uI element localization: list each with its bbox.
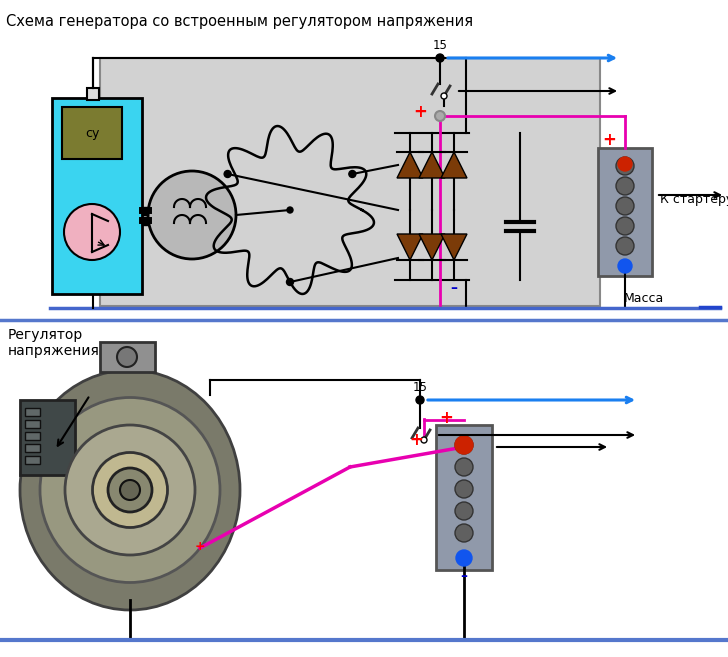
Text: Регулятор
напряжения: Регулятор напряжения: [8, 328, 100, 358]
Circle shape: [224, 171, 232, 177]
Polygon shape: [419, 152, 445, 178]
Circle shape: [616, 237, 634, 255]
Bar: [100, 342, 155, 372]
Bar: [25, 432, 40, 440]
Circle shape: [349, 171, 356, 177]
Bar: [25, 420, 40, 428]
Circle shape: [455, 436, 473, 454]
Circle shape: [120, 480, 140, 500]
Circle shape: [108, 468, 152, 512]
Bar: [436, 425, 492, 570]
Circle shape: [436, 54, 444, 62]
Text: +: +: [409, 431, 423, 449]
Text: 15: 15: [413, 381, 427, 394]
Circle shape: [441, 93, 447, 99]
Bar: [62, 107, 122, 159]
Ellipse shape: [92, 453, 167, 528]
Text: +: +: [439, 409, 453, 427]
Bar: [25, 456, 40, 464]
Polygon shape: [397, 152, 423, 178]
Circle shape: [618, 157, 632, 171]
Circle shape: [616, 157, 634, 175]
Circle shape: [618, 259, 632, 273]
Text: –: –: [461, 569, 467, 583]
Text: +: +: [602, 131, 616, 149]
Circle shape: [616, 217, 634, 235]
Circle shape: [455, 458, 473, 476]
Circle shape: [421, 437, 427, 443]
Bar: [100, 58, 600, 306]
Polygon shape: [441, 234, 467, 260]
Text: –: –: [451, 281, 457, 295]
Bar: [25, 408, 40, 416]
Polygon shape: [419, 234, 445, 260]
Circle shape: [287, 279, 293, 286]
Text: су: су: [85, 127, 99, 141]
Circle shape: [455, 502, 473, 520]
Circle shape: [616, 197, 634, 215]
Polygon shape: [441, 152, 467, 178]
Circle shape: [435, 111, 445, 121]
Ellipse shape: [65, 425, 195, 555]
Bar: [598, 148, 652, 276]
Text: 15: 15: [432, 39, 448, 52]
Ellipse shape: [20, 370, 240, 610]
Text: Масса: Масса: [624, 292, 664, 305]
Text: +: +: [194, 541, 205, 553]
Circle shape: [456, 550, 472, 566]
Circle shape: [455, 480, 473, 498]
Circle shape: [616, 177, 634, 195]
Bar: [87, 88, 99, 100]
Text: Схема генератора со встроенным регулятором напряжения: Схема генератора со встроенным регулятор…: [6, 14, 473, 29]
Circle shape: [64, 204, 120, 260]
Bar: [52, 98, 142, 294]
Circle shape: [287, 207, 293, 213]
Circle shape: [117, 347, 137, 367]
Bar: [20, 400, 75, 475]
Circle shape: [455, 524, 473, 542]
Polygon shape: [397, 234, 423, 260]
Circle shape: [455, 436, 473, 454]
Circle shape: [416, 396, 424, 404]
Circle shape: [148, 171, 236, 259]
Text: К стартеру: К стартеру: [660, 194, 728, 206]
Ellipse shape: [40, 397, 220, 583]
Text: +: +: [413, 103, 427, 121]
Bar: [25, 444, 40, 452]
